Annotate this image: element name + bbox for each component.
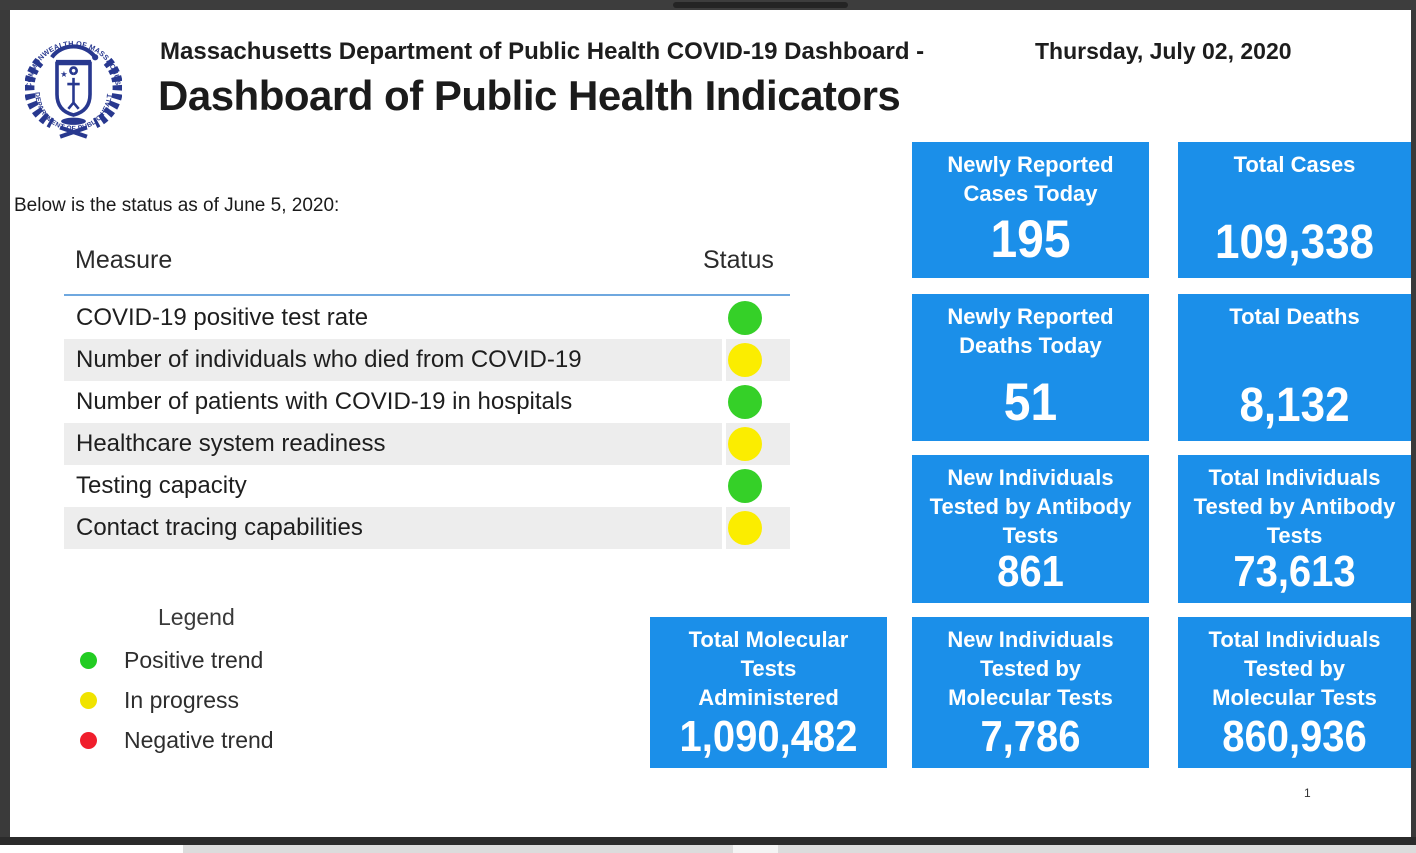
measure-label: Contact tracing capabilities — [64, 507, 722, 549]
stat-card-value: 73,613 — [1233, 547, 1356, 596]
horizontal-scrollbar[interactable] — [0, 845, 1416, 853]
legend-dot-icon — [80, 651, 97, 669]
status-dot-icon — [728, 511, 762, 545]
status-dot-icon — [728, 385, 762, 419]
status-intro-text: Below is the status as of June 5, 2020: — [14, 195, 340, 216]
table-row[interactable]: Testing capacity — [64, 465, 790, 507]
legend-label: In progress — [124, 686, 240, 713]
legend-dot-icon — [80, 731, 97, 749]
scrollbar-left-segment — [0, 845, 183, 853]
logo-shield: ★ — [50, 44, 99, 125]
stat-card-value: 51 — [1003, 373, 1058, 433]
stat-card-value: 195 — [990, 210, 1071, 270]
stat-card-title: Total Molecular Tests Administered — [688, 627, 849, 710]
table-row[interactable]: Contact tracing capabilities — [64, 507, 790, 549]
stat-card-title: Total Individuals Tested by Molecular Te… — [1208, 627, 1381, 710]
mass-dph-seal-logo: COMMONWEALTH OF MASSACHUSETTS DEPARTMENT… — [25, 20, 122, 139]
stat-card-title: Total Individuals Tested by Antibody Tes… — [1193, 465, 1396, 548]
report-date: Thursday, July 02, 2020 — [1035, 38, 1292, 64]
top-frame-bar — [0, 0, 1416, 10]
stat-card-title: Total Deaths — [1229, 304, 1360, 329]
legend-label: Positive trend — [124, 646, 264, 673]
legend-dot-icon — [80, 691, 97, 709]
stat-card-value: 8,132 — [1239, 378, 1350, 432]
horizontal-scrollbar-thumb[interactable] — [733, 845, 778, 853]
stat-card-title: Newly Reported Deaths Today — [947, 304, 1114, 358]
column-header-measure: Measure — [75, 246, 173, 274]
stat-card-value: 860,936 — [1222, 712, 1367, 761]
stat-card-value: 7,786 — [980, 712, 1081, 761]
stat-card-total-molecular-tested[interactable]: Total Individuals Tested by Molecular Te… — [1178, 617, 1411, 768]
stat-card-total-antibody-tested[interactable]: Total Individuals Tested by Antibody Tes… — [1178, 455, 1411, 603]
stat-card-title: New Individuals Tested by Molecular Test… — [947, 627, 1114, 710]
svg-text:★: ★ — [60, 70, 67, 79]
stat-card-new-molecular-tested[interactable]: New Individuals Tested by Molecular Test… — [912, 617, 1149, 768]
status-dot-icon — [728, 301, 762, 335]
legend-item: Negative trend — [80, 726, 274, 753]
stat-card-value: 109,338 — [1214, 215, 1375, 269]
bottom-frame-bar — [0, 837, 1416, 845]
logo-wreath — [25, 57, 122, 139]
top-scrollbar-thumb[interactable] — [673, 2, 848, 8]
stat-card-newly-reported-deaths[interactable]: Newly Reported Deaths Today 51 — [912, 294, 1149, 441]
legend-label: Negative trend — [124, 726, 274, 753]
legend-title: Legend — [158, 604, 235, 630]
measure-label: Number of individuals who died from COVI… — [64, 339, 722, 381]
table-row[interactable]: COVID-19 positive test rate — [64, 297, 790, 339]
table-header-underline — [64, 294, 790, 296]
dashboard-page: COMMONWEALTH OF MASSACHUSETTS DEPARTMENT… — [10, 10, 1411, 837]
table-row[interactable]: Number of patients with COVID-19 in hosp… — [64, 381, 790, 423]
status-dot-icon — [728, 469, 762, 503]
stat-card-value: 861 — [997, 547, 1064, 596]
stat-card-total-molecular-tests[interactable]: Total Molecular Tests Administered 1,090… — [650, 617, 887, 768]
measure-label: Healthcare system readiness — [64, 423, 722, 465]
legend-item: In progress — [80, 686, 240, 713]
stat-card-value: 1,090,482 — [679, 712, 858, 761]
status-dot-icon — [728, 343, 762, 377]
status-dot-icon — [728, 427, 762, 461]
table-row[interactable]: Healthcare system readiness — [64, 423, 790, 465]
measure-label: Testing capacity — [76, 472, 247, 499]
stat-card-title: Total Cases — [1233, 152, 1356, 177]
stat-card-new-antibody-tested[interactable]: New Individuals Tested by Antibody Tests… — [912, 455, 1149, 603]
report-subtitle: Massachusetts Department of Public Healt… — [160, 38, 925, 65]
column-header-status: Status — [703, 246, 774, 274]
stat-card-title: Newly Reported Cases Today — [947, 152, 1114, 206]
page-number: 1 — [1304, 786, 1311, 800]
table-row[interactable]: Number of individuals who died from COVI… — [64, 339, 790, 381]
measure-label: Number of patients with COVID-19 in hosp… — [76, 388, 573, 415]
stat-card-total-cases[interactable]: Total Cases 109,338 — [1178, 142, 1411, 278]
stat-card-total-deaths[interactable]: Total Deaths 8,132 — [1178, 294, 1411, 441]
page-title: Dashboard of Public Health Indicators — [158, 72, 901, 119]
measure-label: COVID-19 positive test rate — [76, 304, 369, 331]
stat-card-newly-reported-cases[interactable]: Newly Reported Cases Today 195 — [912, 142, 1149, 278]
legend-item: Positive trend — [80, 646, 264, 673]
stat-card-title: New Individuals Tested by Antibody Tests — [929, 465, 1132, 548]
